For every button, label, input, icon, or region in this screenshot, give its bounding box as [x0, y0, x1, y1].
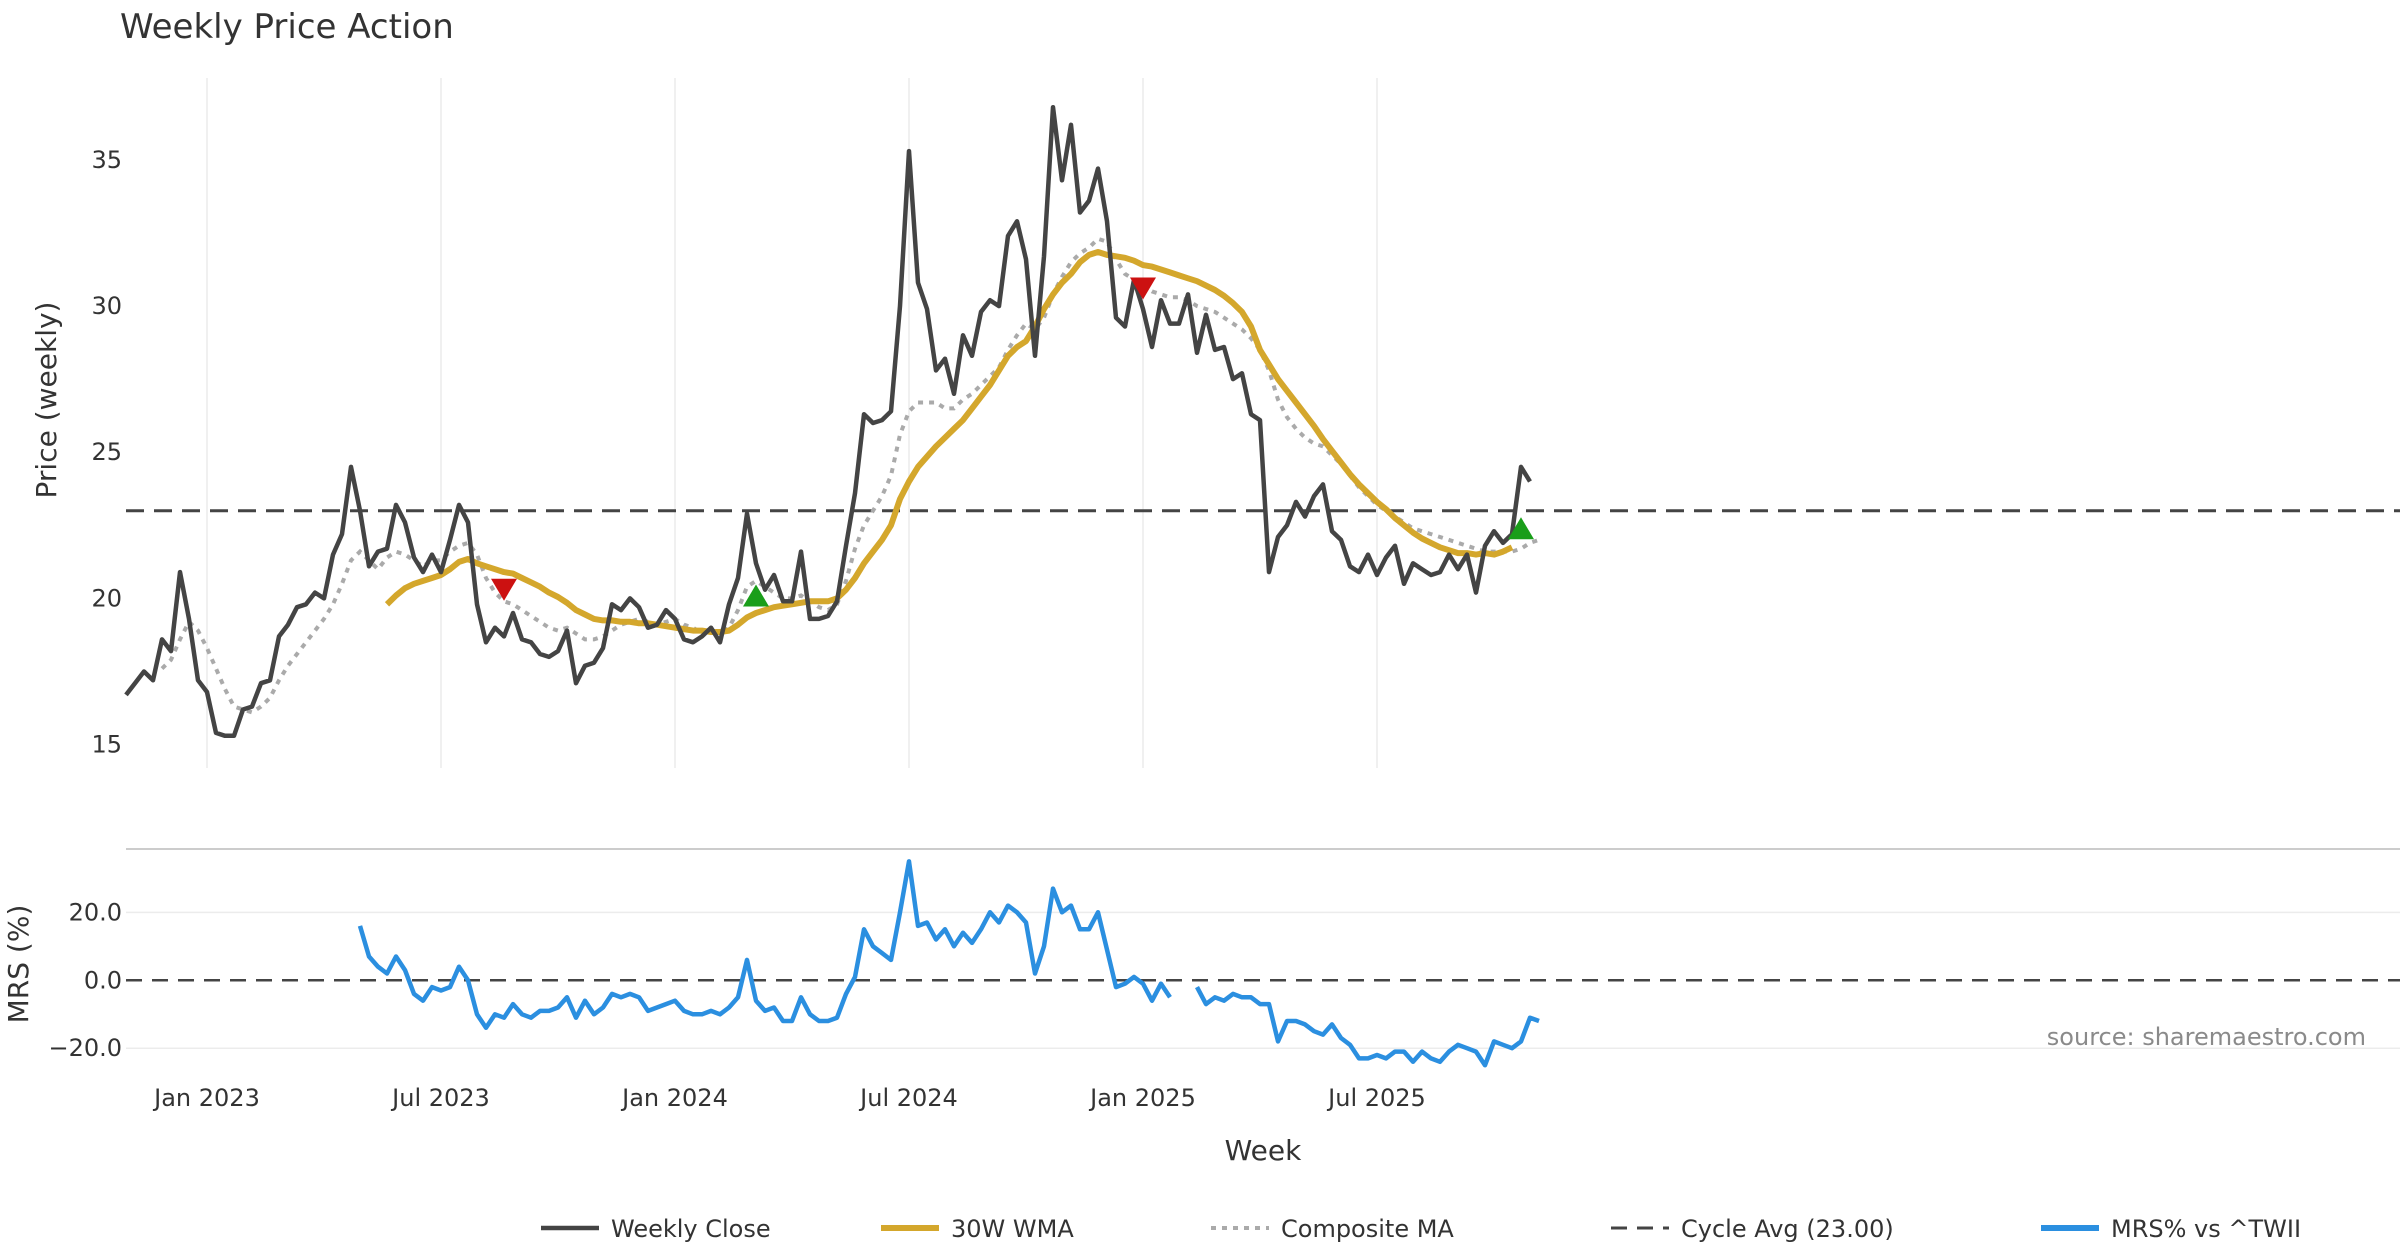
- legend-label-4: MRS% vs ^TWII: [2111, 1215, 2301, 1243]
- composite-ma-line: [160, 236, 1540, 715]
- mrs-y-tick-1: 0.0: [84, 966, 122, 994]
- price-y-tick-2: 25: [91, 438, 122, 466]
- legend-label-3: Cycle Avg (23.00): [1681, 1215, 1894, 1243]
- price-y-tick-4: 35: [91, 146, 122, 174]
- legend-label-1: 30W WMA: [951, 1215, 1074, 1243]
- x-tick-4: Jan 2025: [1088, 1084, 1196, 1112]
- x-tick-1: Jul 2023: [390, 1084, 490, 1112]
- price-y-tick-1: 20: [91, 584, 122, 612]
- price-y-axis-title: Price (weekly): [30, 302, 63, 499]
- x-axis-title: Week: [1225, 1134, 1302, 1167]
- price-y-tick-0: 15: [91, 731, 122, 759]
- weekly-close-line: [124, 104, 1532, 739]
- legend-item-1: 30W WMA: [881, 1215, 1074, 1243]
- x-tick-2: Jan 2024: [620, 1084, 728, 1112]
- legend-label-0: Weekly Close: [611, 1215, 771, 1243]
- signal-markers: [491, 277, 1534, 607]
- mrs-y-tick-2: −20.0: [48, 1034, 122, 1062]
- legend-item-3: Cycle Avg (23.00): [1611, 1215, 1894, 1243]
- price-gridlines: [206, 78, 1378, 768]
- mrs-line: [357, 859, 1540, 1068]
- x-axis-ticks: Jan 2023 Jul 2023 Jan 2024 Jul 2024 Jan 2025…: [152, 1084, 1426, 1112]
- x-tick-5: Jul 2025: [1326, 1084, 1426, 1112]
- buy-signal-marker-1: [743, 584, 769, 607]
- price-y-tick-3: 30: [91, 292, 122, 320]
- sell-signal-marker-2: [1130, 277, 1156, 300]
- x-tick-0: Jan 2023: [152, 1084, 260, 1112]
- wma-30w-line: [384, 249, 1514, 635]
- legend-item-0: Weekly Close: [541, 1215, 771, 1243]
- price-y-ticks: 15 20 25 30 35: [91, 146, 122, 759]
- mrs-y-ticks: 20.0 0.0 −20.0: [48, 898, 122, 1062]
- mrs-panel: 20.0 0.0 −20.0 MRS (%) source: sharemaestr…: [2, 859, 2400, 1068]
- buy-signal-marker-3: [1508, 517, 1534, 540]
- price-panel: 15 20 25 30 35 Price (weekly): [30, 78, 2400, 768]
- mrs-gridlines: [126, 911, 2400, 1049]
- sell-signal-marker-0: [491, 578, 517, 601]
- legend-item-2: Composite MA: [1211, 1215, 1454, 1243]
- legend-label-2: Composite MA: [1281, 1215, 1454, 1243]
- legend: Weekly Close 30W WMA Composite MA Cycle Avg…: [541, 1215, 2301, 1243]
- source-label: source: sharemaestro.com: [2047, 1023, 2366, 1051]
- mrs-y-tick-0: 20.0: [69, 898, 122, 926]
- chart-title: Weekly Price Action: [120, 7, 454, 47]
- x-tick-3: Jul 2024: [858, 1084, 958, 1112]
- mrs-y-axis-title: MRS (%): [2, 905, 35, 1024]
- legend-item-4: MRS% vs ^TWII: [2041, 1215, 2301, 1243]
